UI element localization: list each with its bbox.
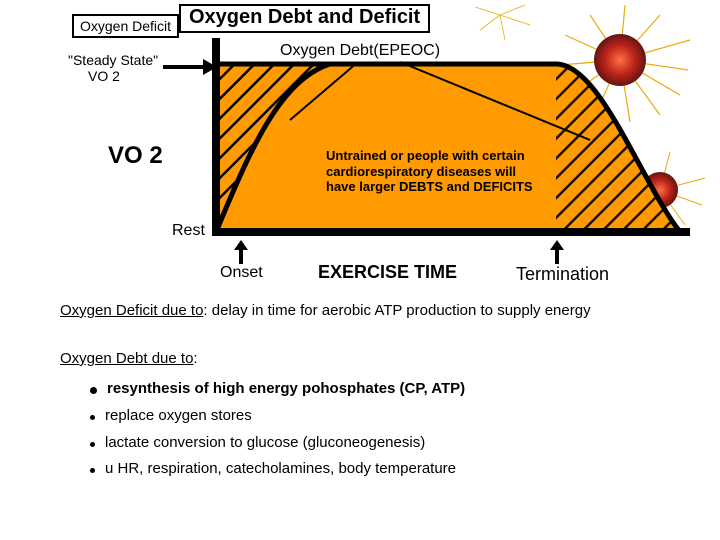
debt-lead: Oxygen Debt due to xyxy=(60,350,193,367)
steady-state-label: "Steady State" VO 2 xyxy=(68,52,158,84)
debt-rest: : xyxy=(193,350,197,367)
bullet-item: replace oxygen stores xyxy=(90,407,680,426)
oxygen-deficit-label: Oxygen Deficit xyxy=(80,18,171,34)
bullet-list: resynthesis of high energy pohosphates (… xyxy=(90,380,680,487)
y-axis-label: VO 2 xyxy=(108,142,163,170)
bullet-icon xyxy=(90,442,95,447)
deficit-rest: : delay in time for aerobic ATP producti… xyxy=(203,302,590,319)
bullet-item: resynthesis of high energy pohosphates (… xyxy=(90,380,680,399)
annotation-text: Untrained or people with certain cardior… xyxy=(326,148,536,195)
bullet-icon xyxy=(90,468,95,473)
arrow-right-icon xyxy=(163,62,218,72)
arrow-up-icon xyxy=(552,242,562,264)
bullet-text: u HR, respiration, catecholamines, body … xyxy=(105,460,456,479)
deficit-lead: Oxygen Deficit due to xyxy=(60,302,203,319)
title-box: Oxygen Debt and Deficit xyxy=(179,4,430,33)
steady-state-line2: VO 2 xyxy=(68,68,158,84)
bullet-icon xyxy=(90,387,97,394)
bullet-item: u HR, respiration, catecholamines, body … xyxy=(90,460,680,479)
oxygen-deficit-box: Oxygen Deficit xyxy=(72,14,179,38)
bullet-text: replace oxygen stores xyxy=(105,407,252,426)
onset-label: Onset xyxy=(220,264,263,282)
oxygen-debt-label: Oxygen Debt(EPEOC) xyxy=(280,42,440,60)
title-text: Oxygen Debt and Deficit xyxy=(189,6,420,28)
bullet-item: lactate conversion to glucose (gluconeog… xyxy=(90,434,680,453)
bullet-text: lactate conversion to glucose (gluconeog… xyxy=(105,434,425,453)
arrow-up-icon xyxy=(236,242,246,264)
termination-label: Termination xyxy=(516,264,609,285)
bullet-icon xyxy=(90,415,95,420)
bullet-text: resynthesis of high energy pohosphates (… xyxy=(107,380,465,399)
rest-label: Rest xyxy=(172,222,205,240)
x-axis-label: EXERCISE TIME xyxy=(318,262,457,283)
paragraph-debt: Oxygen Debt due to: xyxy=(60,350,680,369)
paragraph-deficit: Oxygen Deficit due to: delay in time for… xyxy=(60,302,680,321)
steady-state-line1: "Steady State" xyxy=(68,52,158,68)
